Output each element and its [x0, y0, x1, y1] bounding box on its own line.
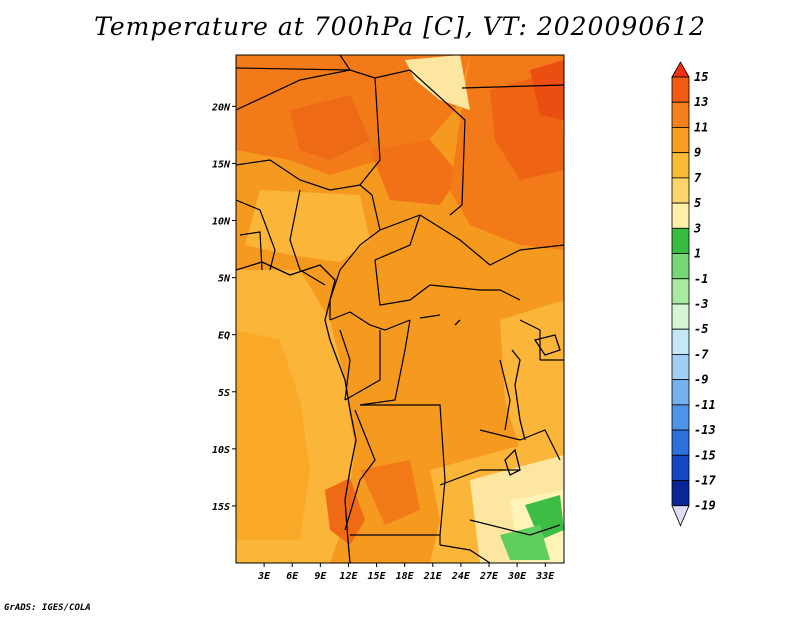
- colorbar-label: 1: [694, 247, 701, 261]
- colorbar-box: [671, 253, 690, 280]
- colorbar-label: -7: [694, 347, 709, 361]
- lon-label: 24E: [451, 571, 471, 582]
- colorbar-label: -17: [694, 474, 716, 488]
- lon-label: 27E: [479, 571, 499, 582]
- colorbar-label: 11: [694, 120, 708, 134]
- colorbar-box: [671, 379, 690, 406]
- lon-label: 12E: [339, 571, 358, 582]
- colorbar-box: [671, 354, 690, 381]
- latitude-labels: 20N 15N 10N 5N EQ 5S 10S 15S: [211, 102, 231, 513]
- country-borders: [236, 55, 564, 563]
- colorbar-box: [671, 429, 690, 456]
- lon-label: 18E: [396, 571, 415, 582]
- colorbar-label: -3: [694, 297, 708, 311]
- colorbar-label: -11: [694, 398, 716, 412]
- axis-ticks: [232, 105, 546, 567]
- colorbar-label: -19: [694, 499, 716, 513]
- colorbar-box: [671, 303, 690, 330]
- lat-label: 15S: [212, 502, 230, 513]
- lon-label: 30E: [507, 571, 527, 582]
- colorbar-top-triangle: [671, 61, 690, 78]
- colorbar-box: [671, 202, 690, 229]
- colorbar-box: [671, 177, 690, 204]
- colorbar-label: 13: [694, 95, 708, 109]
- colorbar-box: [671, 127, 690, 154]
- lat-label: 10S: [212, 445, 230, 456]
- colorbar-box: [671, 480, 690, 507]
- lat-label: 20N: [211, 102, 231, 113]
- credit-label: GrADS: IGES/COLA: [4, 603, 91, 613]
- colorbar-box: [671, 101, 690, 128]
- lat-label: 10N: [212, 217, 231, 228]
- colorbar-box: [671, 227, 690, 254]
- colorbar-label: -9: [694, 373, 708, 387]
- lat-label: 15N: [212, 159, 231, 170]
- lon-label: 21E: [423, 571, 443, 582]
- colorbar-label: 15: [694, 70, 708, 84]
- colorbar-label: -13: [694, 423, 716, 437]
- lon-label: 3E: [257, 571, 271, 582]
- colorbar-bottom-triangle: [671, 505, 690, 527]
- colorbar-box: [671, 328, 690, 355]
- colorbar-box: [671, 76, 690, 103]
- colorbar-box: [671, 454, 690, 481]
- lat-label: EQ: [218, 331, 230, 342]
- lon-label: 33E: [535, 571, 555, 582]
- colorbar-label: -5: [694, 322, 708, 336]
- longitude-labels: 3E 6E 9E 12E 15E 18E 21E 24E 27E 30E 33E: [257, 571, 555, 582]
- lat-label: 5N: [218, 274, 231, 285]
- lon-label: 6E: [286, 571, 299, 582]
- colorbar-label: -1: [694, 272, 708, 286]
- colorbar-label: 7: [694, 171, 702, 185]
- plot-frame: [235, 54, 565, 564]
- coastline: [236, 261, 561, 563]
- colorbar-label: 5: [694, 196, 701, 210]
- colorbar-label: 9: [694, 146, 701, 160]
- lon-label: 15E: [368, 571, 387, 582]
- lon-label: 9E: [314, 571, 327, 582]
- lat-label: 5S: [218, 388, 230, 399]
- temperature-field: [236, 55, 564, 563]
- colorbar-box: [671, 278, 690, 305]
- colorbar-box: [671, 404, 690, 431]
- colorbar-box: [671, 152, 690, 179]
- colorbar: 15 13 11 9 7 5 3 1 -1 -3 -5 -7 -9 -11 -13 -15 -17 -19: [671, 61, 716, 527]
- colorbar-label: -15: [694, 448, 716, 462]
- colorbar-label: 3: [693, 221, 701, 235]
- map-title: Temperature at 700hPa [C], VT: 202009061…: [94, 12, 706, 41]
